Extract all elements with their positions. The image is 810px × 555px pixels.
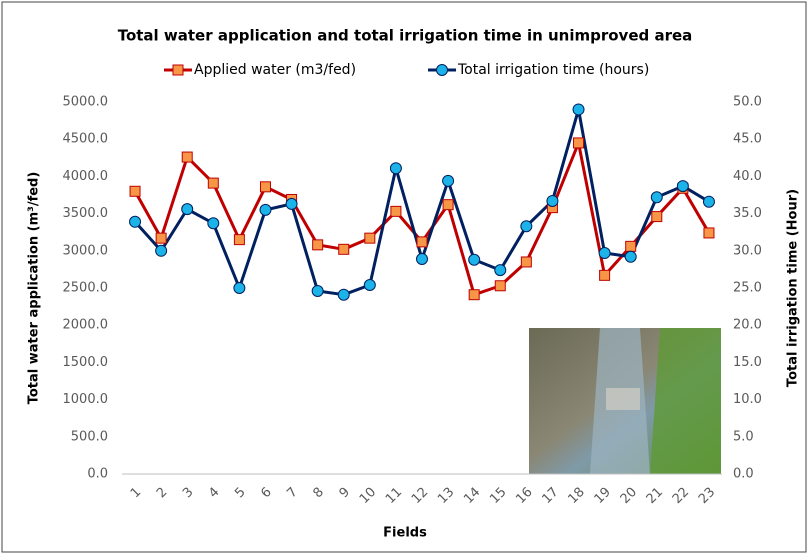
y-axis-title: Total water application (m³/fed) — [27, 172, 42, 405]
data-point — [155, 244, 168, 257]
legend-label: Total irrigation time (hours) — [457, 62, 649, 78]
data-point — [624, 250, 637, 263]
y2-tick-label: 25.0 — [733, 281, 762, 296]
chart-title: Total water application and total irriga… — [118, 27, 693, 45]
y2-tick-label: 30.0 — [733, 243, 762, 258]
data-point — [468, 289, 480, 301]
y-tick-label: 4500.0 — [63, 132, 109, 147]
y-tick-label: 1500.0 — [63, 355, 109, 370]
data-point — [233, 282, 246, 294]
y2-tick-label: 45.0 — [733, 132, 762, 147]
data-point — [338, 243, 350, 255]
y-tick-label: 2000.0 — [63, 318, 109, 333]
data-point — [703, 227, 715, 239]
data-point — [520, 256, 532, 268]
legend-marker — [436, 64, 448, 76]
legend-label: Applied water (m3/fed) — [194, 62, 356, 78]
y2-tick-label: 40.0 — [733, 169, 762, 184]
data-point — [599, 269, 611, 281]
data-point — [155, 232, 167, 244]
data-point — [442, 199, 454, 211]
y-tick-label: 4000.0 — [63, 169, 109, 184]
y2-tick-label: 0.0 — [733, 467, 754, 482]
y2-tick-label: 50.0 — [733, 95, 762, 110]
data-point — [129, 215, 142, 228]
y-tick-label: 5000.0 — [63, 95, 109, 110]
data-point — [259, 181, 271, 193]
data-point — [259, 203, 272, 216]
y2-axis-title: Total irrigation time (Hour) — [786, 189, 801, 387]
data-point — [573, 137, 585, 149]
photo-inset — [529, 328, 721, 474]
y2-tick-label: 10.0 — [733, 392, 762, 407]
data-point — [311, 284, 324, 297]
data-point — [363, 279, 376, 292]
data-point — [442, 174, 455, 187]
y-tick-label: 2500.0 — [63, 281, 109, 296]
data-point — [207, 177, 219, 189]
y2-tick-label: 15.0 — [733, 355, 762, 370]
data-point — [364, 232, 376, 244]
data-point — [312, 239, 324, 251]
data-point — [337, 288, 350, 301]
data-point — [572, 103, 585, 116]
data-point — [494, 280, 506, 292]
y-tick-label: 0.0 — [87, 467, 108, 482]
data-point — [598, 247, 611, 260]
data-point — [233, 234, 245, 246]
y-tick-label: 3000.0 — [63, 243, 109, 258]
data-point — [494, 264, 507, 277]
y-tick-label: 3500.0 — [63, 206, 109, 221]
data-point — [416, 236, 428, 248]
data-point — [520, 220, 533, 233]
data-point — [389, 162, 402, 175]
y2-tick-label: 35.0 — [733, 206, 762, 221]
data-point — [702, 195, 715, 208]
y-tick-label: 500.0 — [71, 429, 108, 444]
data-point — [390, 205, 402, 217]
data-point — [625, 240, 637, 252]
data-point — [129, 185, 141, 197]
y-tick-label: 1000.0 — [63, 392, 109, 407]
data-point — [207, 217, 220, 230]
legend-marker — [172, 64, 184, 76]
data-point — [676, 180, 689, 193]
data-point — [181, 151, 193, 163]
data-point — [416, 252, 428, 265]
data-point — [181, 203, 194, 216]
x-axis-title: Fields — [383, 526, 427, 541]
data-point — [285, 197, 298, 210]
y2-tick-label: 5.0 — [733, 429, 754, 444]
data-point — [546, 194, 559, 207]
data-point — [650, 191, 663, 204]
data-point — [468, 253, 481, 266]
y2-tick-label: 20.0 — [733, 318, 762, 333]
data-point — [651, 211, 663, 223]
